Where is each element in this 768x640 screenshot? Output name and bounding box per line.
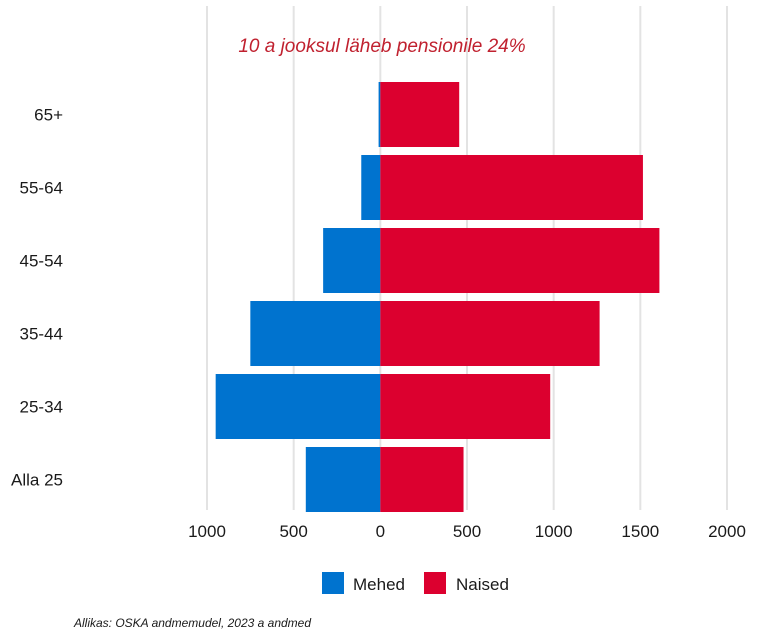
source-note: Allikas: OSKA andmemudel, 2023 a andmed: [73, 616, 311, 630]
bar-mehed-alla-25: [305, 447, 381, 512]
y-tick-label: 55-64: [20, 179, 63, 198]
x-tick-label: 0: [376, 522, 385, 541]
bar-naised-35-44: [380, 301, 600, 366]
bar-naised-65: [380, 82, 460, 147]
x-tick-label: 1000: [188, 522, 226, 541]
x-tick-label: 500: [279, 522, 307, 541]
bar-mehed-25-34: [215, 374, 381, 439]
bar-naised-45-54: [380, 228, 660, 293]
bars: [215, 82, 660, 512]
x-axis-labels: 1000 500 0 500 1000 1500 2000: [188, 522, 746, 541]
bar-mehed-55-64: [361, 155, 381, 220]
bar-naised-25-34: [380, 374, 551, 439]
legend-swatch-mehed: [322, 572, 344, 594]
bar-mehed-65: [378, 82, 381, 147]
legend: Mehed Naised: [322, 572, 509, 594]
y-tick-label: Alla 25: [11, 471, 63, 490]
y-tick-label: 45-54: [20, 252, 63, 271]
y-tick-label: 25-34: [20, 398, 63, 417]
x-tick-label: 1500: [621, 522, 659, 541]
y-axis-labels: Alla 25 25-34 35-44 45-54 55-64 65+: [11, 106, 63, 490]
chart-title: 10 a jooksul läheb pensionile 24%: [238, 36, 525, 57]
y-tick-label: 35-44: [20, 325, 63, 344]
x-tick-label: 500: [453, 522, 481, 541]
bar-naised-alla-25: [380, 447, 464, 512]
bar-mehed-35-44: [250, 301, 381, 366]
x-tick-label: 1000: [535, 522, 573, 541]
bar-naised-55-64: [380, 155, 643, 220]
bar-mehed-45-54: [323, 228, 381, 293]
y-tick-label: 65+: [34, 106, 63, 125]
legend-label-naised: Naised: [456, 575, 509, 594]
x-tick-label: 2000: [708, 522, 746, 541]
legend-label-mehed: Mehed: [353, 575, 405, 594]
legend-swatch-naised: [424, 572, 446, 594]
